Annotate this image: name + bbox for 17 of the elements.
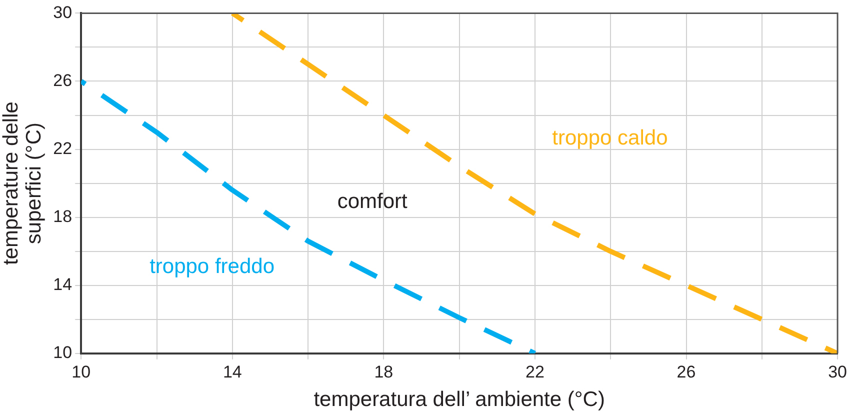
y-tick-label: 10 xyxy=(53,343,72,362)
x-tick-label: 18 xyxy=(374,362,394,382)
y-tick-label: 30 xyxy=(53,2,72,22)
y-tick-label: 14 xyxy=(53,275,72,294)
x-tick-label: 22 xyxy=(526,362,544,382)
y-tick-label: 26 xyxy=(53,70,72,90)
x-tick-label: 26 xyxy=(676,362,696,382)
y-tick-label: 22 xyxy=(53,138,72,158)
x-tick-label: 14 xyxy=(222,362,242,382)
y-axis-title: temperature delle superfici (°C) xyxy=(0,102,46,266)
x-tick-label: 30 xyxy=(828,362,848,382)
x-tick-label: 10 xyxy=(72,362,91,382)
text: troppo caldo xyxy=(552,126,668,150)
annotation: comfort xyxy=(337,190,408,213)
series-label: troppo freddo xyxy=(150,254,275,278)
y-tick-label: 18 xyxy=(53,207,72,226)
x-axis-title: temperatura dell’ ambiente (°C) xyxy=(314,388,605,412)
